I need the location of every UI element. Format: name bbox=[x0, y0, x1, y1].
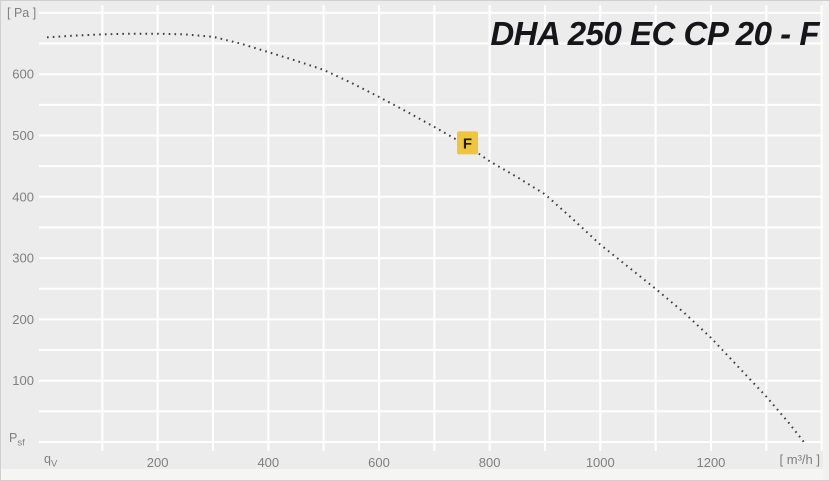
y-axis-unit-label: [ Pa ] bbox=[7, 6, 37, 20]
operating-point-label: F bbox=[463, 135, 472, 152]
x-tick-label: 800 bbox=[479, 455, 501, 470]
bottom-margin-strip bbox=[1, 469, 829, 480]
x-axis-unit-label: [ m³/h ] bbox=[779, 452, 820, 467]
right-margin-strip bbox=[823, 1, 829, 480]
x-tick-label: 600 bbox=[368, 455, 390, 470]
y-tick-label: 400 bbox=[12, 189, 34, 204]
y-tick-label: 500 bbox=[12, 128, 34, 143]
chart-title: DHA 250 EC CP 20 - F bbox=[490, 15, 819, 52]
x-axis-symbol: qV bbox=[44, 452, 58, 470]
y-tick-label: 100 bbox=[12, 373, 34, 388]
fan-curve bbox=[46, 32, 805, 443]
y-tick-label: 600 bbox=[12, 67, 34, 82]
y-axis-symbol: Psf bbox=[9, 431, 25, 449]
x-tick-label: 1000 bbox=[586, 455, 615, 470]
x-tick-label: 400 bbox=[257, 455, 279, 470]
x-tick-label: 1200 bbox=[696, 455, 725, 470]
x-tick-label: 200 bbox=[147, 455, 169, 470]
y-tick-label: 300 bbox=[12, 251, 34, 266]
operating-point-marker bbox=[457, 131, 479, 155]
y-tick-label: 200 bbox=[12, 312, 34, 327]
